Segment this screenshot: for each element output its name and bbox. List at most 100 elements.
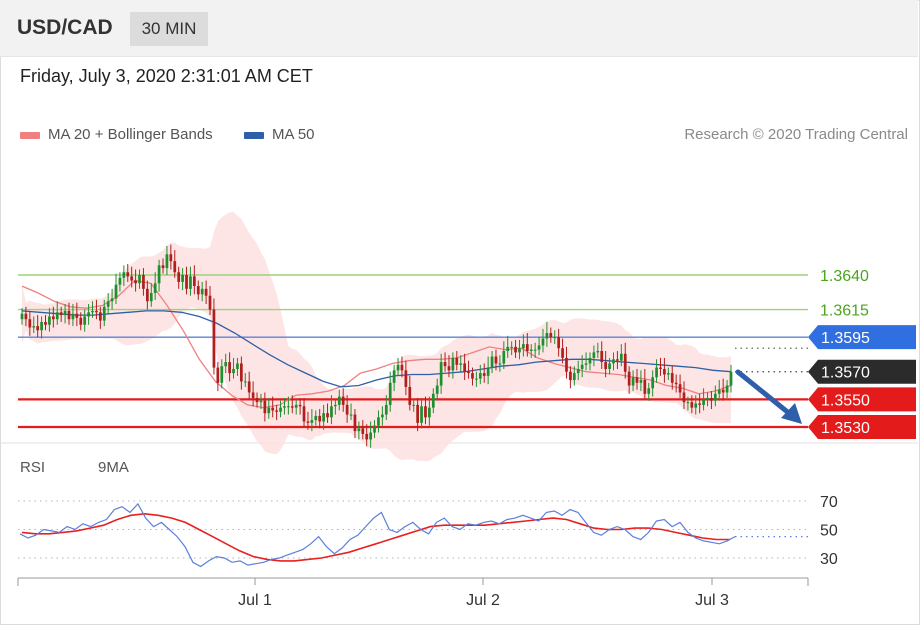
- candle-body: [251, 392, 255, 398]
- candle-body: [569, 371, 572, 381]
- candle-body: [451, 357, 455, 371]
- candle-body: [177, 272, 181, 282]
- candle-body: [435, 385, 439, 394]
- candle-body: [631, 377, 635, 386]
- level-tag-text: 1.3595: [821, 330, 870, 347]
- candle-body: [173, 261, 177, 273]
- candle-body: [490, 356, 494, 368]
- candle-body: [690, 402, 694, 408]
- rsi-tick-30: 30: [820, 551, 838, 568]
- candle-body: [729, 371, 733, 386]
- candle-body: [514, 346, 517, 353]
- candle-body: [619, 353, 623, 361]
- candle-body: [373, 425, 376, 433]
- legend-9ma-label: 9MA: [98, 459, 129, 476]
- candle-body: [24, 313, 28, 320]
- candle-body: [114, 284, 118, 299]
- legend-rsi-label: RSI: [20, 459, 46, 476]
- candle-body: [392, 370, 396, 383]
- level-tag-bg: [808, 359, 916, 384]
- candle-body: [75, 313, 79, 318]
- candle-body: [63, 310, 67, 316]
- candle-body: [498, 363, 502, 365]
- candle-body: [353, 414, 357, 432]
- candle-body: [95, 310, 98, 313]
- candle-body: [298, 404, 302, 407]
- candle-body: [471, 373, 474, 379]
- candle-body: [659, 367, 662, 369]
- candle-body: [310, 420, 314, 423]
- candle-body: [565, 357, 568, 372]
- candle-body: [118, 277, 122, 285]
- candle-body: [541, 338, 545, 346]
- candle-body: [596, 351, 600, 353]
- candle-body: [416, 404, 419, 423]
- candle-body: [255, 397, 259, 403]
- candle-body: [467, 371, 470, 374]
- candle-body: [381, 414, 384, 418]
- candle-body: [181, 275, 184, 282]
- timeframe-badge[interactable]: 30 MIN: [130, 12, 208, 46]
- candle-body: [439, 362, 443, 386]
- candle-body: [349, 414, 353, 416]
- candle-body: [502, 351, 506, 364]
- candle-body: [165, 254, 169, 269]
- candle-body: [83, 316, 87, 325]
- x-tick-label: Jul 2: [466, 592, 500, 609]
- candle-body: [28, 319, 32, 328]
- level-tag-1.3550: 1.3550: [808, 387, 916, 412]
- candle-body: [302, 406, 306, 422]
- candle-body: [608, 363, 611, 369]
- candle-body: [161, 265, 165, 269]
- candle-body: [388, 382, 392, 405]
- candle-body: [678, 384, 682, 393]
- candle-body: [189, 276, 192, 289]
- x-tick-label: Jul 3: [695, 592, 729, 609]
- candle-body: [482, 373, 486, 376]
- chart-datetime: Friday, July 3, 2020 2:31:01 AM CET: [20, 66, 313, 86]
- candle-body: [404, 370, 408, 387]
- research-credit: Research © 2020 Trading Central: [684, 126, 908, 143]
- candle-body: [149, 292, 153, 302]
- candle-body: [698, 403, 702, 405]
- candle-body: [694, 403, 698, 408]
- candle-body: [110, 298, 114, 302]
- candle-body: [706, 397, 709, 400]
- candle-body: [666, 373, 670, 375]
- candle-body: [725, 385, 729, 393]
- candle-body: [200, 288, 204, 295]
- candle-body: [345, 404, 349, 415]
- candle-body: [243, 381, 247, 383]
- candle-body: [20, 313, 24, 320]
- candle-body: [420, 406, 423, 423]
- candle-body: [259, 400, 263, 403]
- candle-body: [153, 283, 157, 293]
- candle-body: [267, 407, 271, 414]
- candle-body: [67, 310, 71, 320]
- candle-body: [702, 399, 705, 405]
- candle-body: [463, 363, 466, 372]
- candle-body: [224, 362, 228, 367]
- candle-body: [639, 380, 643, 383]
- candle-body: [616, 359, 619, 361]
- candle-body: [138, 275, 141, 284]
- candle-body: [185, 275, 188, 289]
- candle-body: [428, 407, 431, 418]
- candle-body: [408, 386, 412, 405]
- candle-body: [36, 326, 40, 331]
- candle-body: [655, 367, 658, 378]
- candle-body: [369, 432, 372, 440]
- candle-body: [169, 254, 173, 262]
- candle-body: [134, 280, 137, 284]
- level-tag-text: 1.3530: [821, 420, 870, 437]
- candle-body: [322, 413, 325, 422]
- candle-body: [377, 417, 380, 426]
- candle-body: [710, 397, 713, 401]
- candle-body: [145, 288, 149, 302]
- rsi-line: [19, 502, 736, 568]
- candle-body: [263, 400, 267, 414]
- candle-body: [192, 276, 196, 287]
- candle-body: [228, 362, 231, 374]
- candle-body: [220, 366, 224, 383]
- candle-body: [361, 428, 365, 434]
